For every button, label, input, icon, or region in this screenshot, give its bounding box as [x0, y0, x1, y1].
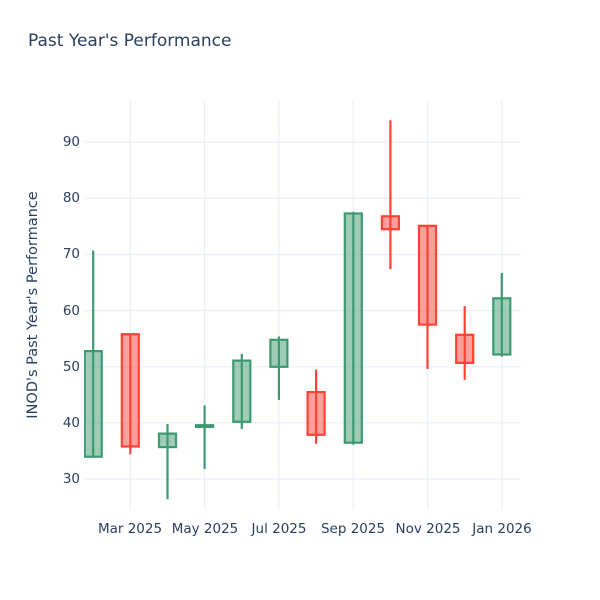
x-tick-label: Mar 2025: [97, 521, 163, 537]
candle-body: [120, 333, 140, 448]
candle-jan-2026[interactable]: [492, 273, 512, 357]
candle-body: [269, 338, 289, 368]
candle-apr-2025[interactable]: [157, 424, 178, 500]
candle-body: [343, 212, 363, 444]
candle-oct-2025[interactable]: [380, 120, 400, 270]
plot-area[interactable]: [84, 100, 521, 510]
candle-dec-2025[interactable]: [455, 306, 475, 380]
candle-body: [492, 297, 512, 356]
candle-feb-2025[interactable]: [84, 250, 103, 458]
candle-body: [157, 432, 178, 449]
y-tick-label: 90: [62, 134, 80, 150]
x-tick-label: Jan 2026: [472, 521, 532, 537]
y-tick-label: 30: [62, 471, 80, 487]
y-tick-label: 70: [62, 246, 80, 262]
candle-mar-2025[interactable]: [120, 333, 140, 455]
candle-sep-2025[interactable]: [343, 211, 363, 445]
x-tick-label: May 2025: [171, 521, 239, 537]
candle-nov-2025[interactable]: [417, 224, 438, 369]
candle-body: [232, 359, 252, 423]
candle-body: [306, 391, 326, 436]
candle-body: [84, 350, 103, 458]
candle-body: [380, 215, 400, 231]
candle-body: [455, 333, 475, 365]
candle-aug-2025[interactable]: [306, 369, 326, 444]
y-tick-label: 50: [62, 359, 80, 375]
y-tick-label: 80: [62, 190, 80, 206]
chart-title: Past Year's Performance: [28, 31, 232, 51]
candle-body: [194, 424, 215, 429]
x-tick-label: Nov 2025: [395, 521, 461, 537]
y-tick-label: 60: [62, 303, 80, 319]
x-tick-label: Jul 2025: [251, 521, 307, 537]
candle-jul-2025[interactable]: [269, 336, 289, 400]
candlestick-svg: [84, 100, 521, 510]
candle-may-2025[interactable]: [194, 405, 215, 470]
x-tick-label: Sep 2025: [320, 521, 386, 537]
candle-jun-2025[interactable]: [232, 353, 252, 430]
y-tick-label: 40: [62, 415, 80, 431]
candle-body: [417, 224, 438, 326]
